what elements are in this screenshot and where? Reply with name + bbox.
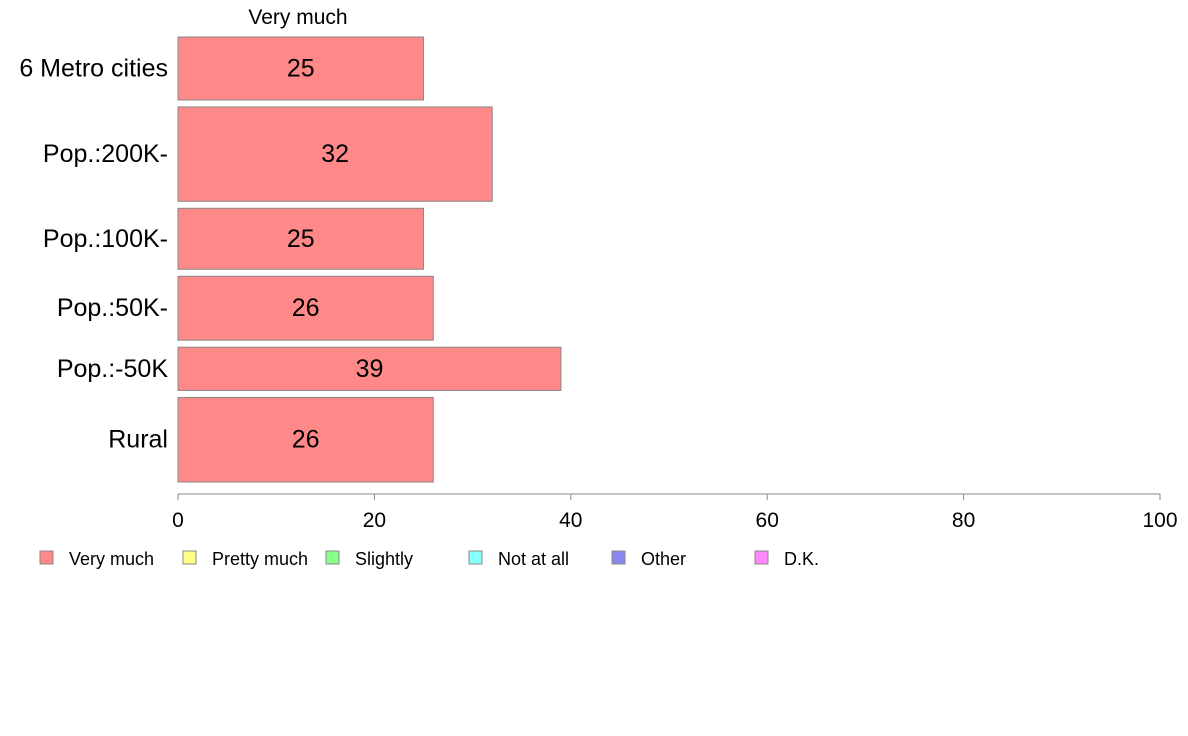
bar-value-label: 25 [287,225,315,253]
category-label: Rural [108,426,168,454]
legend-label: Pretty much [212,549,308,569]
legend-swatch [468,550,483,565]
bar-value-label: 39 [356,355,384,383]
bar [177,346,562,391]
legend-label: Very much [69,549,154,569]
category-label: Pop.:200K- [43,140,168,168]
legend-swatch [754,550,769,565]
x-tick-label: 100 [1142,509,1177,532]
bar-value-label: 32 [321,140,349,168]
bars-layer: 6 Metro cities 25 Pop.:200K- 32 Pop.:100K- 25… [19,36,562,483]
x-tick-label: 20 [363,509,386,532]
x-axis: 0 20 40 60 80 100 [172,493,1178,532]
legend-swatch [325,550,340,565]
x-tick-label: 40 [559,509,582,532]
bar [177,36,424,101]
legend-label: D.K. [784,549,819,569]
legend-swatch [182,550,197,565]
legend-label: Other [641,549,686,569]
legend-swatch [39,550,54,565]
x-tick-label: 0 [172,509,184,532]
category-label: Pop.:-50K [57,355,169,383]
x-tick-label: 60 [756,509,779,532]
legend-label: Slightly [355,549,413,569]
column-header: Very much [248,6,347,29]
bar [177,275,434,341]
bar-value-label: 26 [292,294,320,322]
bar [177,396,434,483]
category-label: 6 Metro cities [19,54,168,82]
legend-swatch [611,550,626,565]
bar [177,106,493,202]
bar [177,207,424,270]
legend-label: Not at all [498,549,569,569]
x-tick-label: 80 [952,509,975,532]
category-label: Pop.:100K- [43,225,168,253]
category-label: Pop.:50K- [57,294,168,322]
bar-value-label: 25 [287,54,315,82]
legend: Very much Pretty much Slightly Not at all Ot… [39,549,819,569]
bar-value-label: 26 [292,426,320,454]
